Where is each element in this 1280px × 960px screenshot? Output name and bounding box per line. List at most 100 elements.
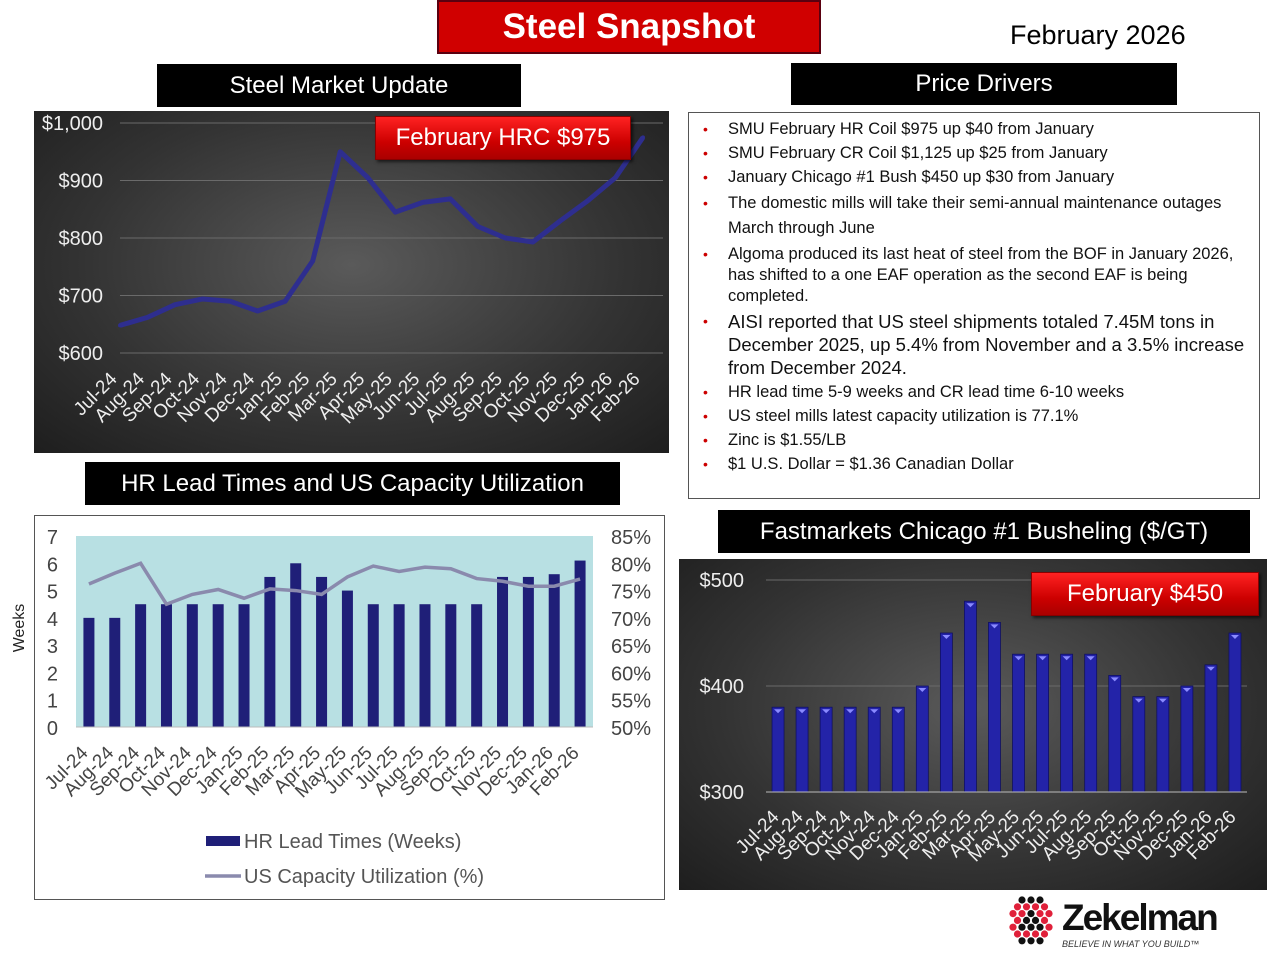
price-driver-item: $1 U.S. Dollar = $1.36 Canadian Dollar bbox=[703, 454, 1249, 475]
page-title: Steel Snapshot bbox=[437, 0, 821, 54]
bar-cap bbox=[1110, 677, 1119, 682]
data-point bbox=[558, 218, 563, 223]
y-tick-label: $800 bbox=[59, 228, 104, 250]
busheling-bar bbox=[1060, 653, 1074, 793]
busheling-bar bbox=[843, 706, 857, 793]
bar-cap bbox=[990, 624, 999, 629]
y-tick-label: $500 bbox=[700, 570, 745, 592]
data-point bbox=[145, 315, 150, 320]
busheling-bar bbox=[1204, 664, 1218, 793]
y-tick-label: $400 bbox=[700, 676, 745, 698]
price-driver-item: January Chicago #1 Bush $450 up $30 from… bbox=[703, 167, 1249, 188]
logo-dot bbox=[1045, 910, 1053, 918]
y-tick-label: 7 bbox=[47, 527, 58, 549]
y-tick-label: $700 bbox=[59, 286, 104, 308]
data-point bbox=[585, 198, 590, 203]
lead-time-bar bbox=[83, 617, 95, 727]
y2-tick-label: 70% bbox=[611, 609, 651, 631]
busheling-bar bbox=[1156, 696, 1170, 793]
data-point bbox=[448, 196, 453, 201]
bar-cap bbox=[918, 688, 927, 692]
logo-dot bbox=[1022, 916, 1031, 924]
busheling-bar bbox=[795, 706, 809, 793]
logo-dot bbox=[1027, 896, 1035, 904]
bar-cap bbox=[942, 635, 951, 639]
lead-time-bar bbox=[548, 574, 560, 727]
busheling-bar bbox=[891, 706, 905, 793]
data-point bbox=[200, 296, 205, 301]
price-drivers-box: SMU February HR Coil $975 up $40 from Ja… bbox=[688, 112, 1260, 499]
y-tick-label: $1,000 bbox=[42, 113, 103, 135]
hrc-price-line bbox=[119, 135, 646, 328]
busheling-bar bbox=[819, 706, 833, 793]
busheling-bar bbox=[867, 706, 881, 793]
data-point bbox=[283, 299, 288, 304]
bar-cap bbox=[846, 709, 855, 714]
bar-cap bbox=[1158, 698, 1167, 703]
busheling-callout: February $450 bbox=[1031, 572, 1259, 616]
y2-tick-label: 75% bbox=[611, 582, 651, 604]
data-point bbox=[365, 175, 370, 180]
logo-mark-icon bbox=[1009, 896, 1053, 945]
bar-cap bbox=[1230, 635, 1239, 639]
y2-tick-label: 80% bbox=[611, 554, 651, 576]
zekelman-logo: Zekelman BELIEVE IN WHAT YOU BUILD™ bbox=[1000, 895, 1250, 955]
lead-time-bar bbox=[522, 576, 534, 727]
logo-dot bbox=[1009, 923, 1017, 931]
bar-cap bbox=[1134, 698, 1143, 703]
price-drivers-header: Price Drivers bbox=[791, 63, 1177, 105]
bar-cap bbox=[1014, 656, 1023, 661]
lead-time-bar bbox=[212, 604, 224, 727]
busheling-bar bbox=[964, 600, 977, 793]
data-point bbox=[420, 200, 425, 205]
hrc-callout: February HRC $975 bbox=[375, 116, 631, 160]
data-point bbox=[338, 149, 343, 154]
data-point bbox=[255, 309, 260, 314]
lead-time-bar bbox=[367, 604, 379, 727]
report-date: February 2026 bbox=[1010, 20, 1186, 50]
logo-dot bbox=[1018, 896, 1026, 904]
logo-dot bbox=[1022, 930, 1031, 938]
price-driver-item: SMU February HR Coil $975 up $40 from Ja… bbox=[703, 119, 1249, 140]
y2-tick-label: 50% bbox=[611, 718, 651, 740]
legend-label: US Capacity Utilization (%) bbox=[244, 866, 484, 888]
data-point bbox=[118, 323, 122, 328]
y-tick-label: $600 bbox=[59, 343, 104, 365]
lead-times-header: HR Lead Times and US Capacity Utilizatio… bbox=[85, 462, 620, 505]
logo-tagline: BELIEVE IN WHAT YOU BUILD™ bbox=[1062, 939, 1200, 949]
busheling-bar bbox=[1012, 653, 1025, 793]
price-driver-item: Zinc is $1.55/LB bbox=[703, 430, 1249, 451]
bar-cap bbox=[894, 709, 903, 714]
y-tick-label: 0 bbox=[47, 718, 58, 740]
y-tick-label: 2 bbox=[47, 663, 58, 685]
y2-tick-label: 65% bbox=[611, 636, 651, 658]
bar-cap bbox=[1182, 688, 1191, 692]
logo-dot bbox=[1022, 903, 1031, 911]
lead-time-bar bbox=[238, 604, 250, 727]
lead-time-bar bbox=[419, 604, 431, 727]
busheling-bar bbox=[1108, 675, 1122, 793]
busheling-bar bbox=[771, 706, 785, 793]
bar-cap bbox=[1038, 656, 1047, 661]
lead-time-bar bbox=[160, 604, 172, 727]
logo-dot bbox=[1009, 910, 1017, 918]
logo-dot bbox=[1031, 916, 1040, 924]
lead-time-bar bbox=[341, 590, 353, 727]
logo-dot bbox=[1013, 916, 1022, 924]
bar-cap bbox=[870, 709, 879, 714]
y2-tick-label: 55% bbox=[611, 691, 651, 713]
logo-dot bbox=[1031, 903, 1040, 911]
lead-time-bar bbox=[186, 604, 198, 727]
lead-time-bar bbox=[445, 604, 457, 727]
y-tick-label: 5 bbox=[47, 582, 58, 604]
market-update-header: Steel Market Update bbox=[157, 64, 521, 107]
data-point bbox=[173, 302, 178, 307]
lead-time-bar bbox=[497, 576, 509, 727]
y-tick-label: 4 bbox=[47, 609, 58, 631]
lead-time-bar bbox=[290, 563, 302, 727]
legend-bar-swatch bbox=[206, 836, 240, 846]
busheling-bar bbox=[1084, 653, 1098, 793]
bar-cap bbox=[1086, 656, 1095, 661]
